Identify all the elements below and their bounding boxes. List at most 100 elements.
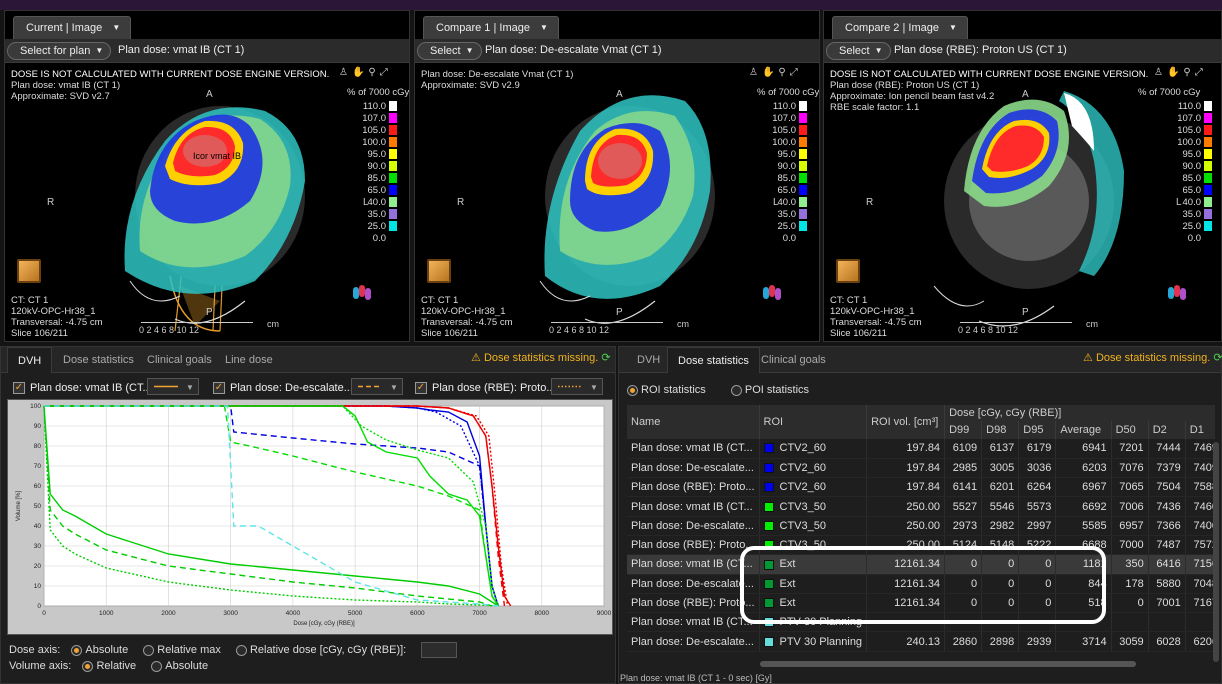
table-row[interactable]: Plan dose: De-escalate... Ext 12161.34 0 0 0 8… bbox=[627, 574, 1215, 594]
view-tools[interactable]: ♙✋⚲⤢ bbox=[1154, 67, 1207, 78]
dvh-curve[interactable] bbox=[43, 405, 499, 607]
horizontal-scrollbar[interactable] bbox=[760, 661, 1136, 667]
line-style-select-1[interactable]: ▼ bbox=[147, 378, 199, 395]
dvh-chart[interactable]: 0 1000 2000 3000 4000 5000 6000 7000 8000 9000 0 10… bbox=[7, 399, 613, 635]
column-header-name[interactable]: Name bbox=[627, 405, 760, 439]
view-tools[interactable]: ♙✋⚲⤢ bbox=[339, 67, 392, 78]
fit-icon[interactable]: ⤢ bbox=[1194, 67, 1207, 78]
table-row[interactable]: Plan dose: De-escalate... CTV3_50 250.00 29… bbox=[627, 516, 1215, 536]
body-icon[interactable]: ♙ bbox=[1154, 67, 1167, 78]
column-header-d50[interactable]: D50 bbox=[1111, 421, 1149, 439]
legend-entry: 95.0 bbox=[359, 148, 397, 160]
zoom-icon[interactable]: ⚲ bbox=[778, 67, 790, 78]
radio-icon[interactable] bbox=[143, 644, 155, 656]
radio-icon[interactable] bbox=[151, 660, 163, 672]
vertical-scrollbar[interactable] bbox=[1213, 442, 1219, 662]
checkbox-checked-icon[interactable]: ✓ bbox=[415, 382, 427, 394]
column-header-d98[interactable]: D98 bbox=[981, 421, 1020, 439]
select-button[interactable]: Select ▼ bbox=[826, 42, 891, 60]
column-header-average[interactable]: Average bbox=[1055, 421, 1112, 439]
zoom-icon[interactable]: ⚲ bbox=[368, 67, 380, 78]
hand-icon[interactable]: ✋ bbox=[761, 67, 779, 78]
dvh-curve[interactable] bbox=[43, 405, 493, 607]
dose-image[interactable]: Icor vmat IB bbox=[5, 71, 410, 342]
table-row[interactable]: Plan dose: vmat IB (CT... CTV2_60 197.84 61… bbox=[627, 439, 1215, 459]
table-row[interactable]: Plan dose: De-escalate... PTV 30 Planning… bbox=[627, 631, 1215, 652]
dvh-curve[interactable] bbox=[44, 405, 499, 607]
dvh-plot[interactable]: 0 1000 2000 3000 4000 5000 6000 7000 8000 9000 0 10… bbox=[8, 400, 612, 634]
radio-selected-icon[interactable] bbox=[71, 644, 83, 656]
tab-line-dose[interactable]: Line dose bbox=[225, 354, 273, 366]
tab-dvh[interactable]: DVH bbox=[637, 354, 661, 366]
viewport-tab-compare-2[interactable]: Compare 2 | Image ▼ bbox=[832, 16, 968, 39]
body-icon[interactable]: ♙ bbox=[339, 67, 352, 78]
column-header-d99[interactable]: D99 bbox=[944, 421, 983, 439]
dvh-curve[interactable] bbox=[43, 405, 499, 607]
dvh-curve[interactable] bbox=[44, 405, 499, 607]
viewport-compare-2[interactable]: Compare 2 | Image ▼ Select ▼ Plan dose (RB… bbox=[823, 10, 1222, 342]
volume-axis-absolute[interactable]: Absolute bbox=[151, 660, 208, 672]
tab-dvh[interactable]: DVH bbox=[7, 347, 53, 373]
refresh-icon[interactable]: ⟳ bbox=[1213, 352, 1222, 364]
select-for-plan-button[interactable]: Select for plan ▼ bbox=[7, 42, 112, 60]
plan-checkbox-1[interactable]: ✓ Plan dose: vmat IB (CT... bbox=[13, 382, 152, 394]
radio-selected-icon[interactable] bbox=[82, 660, 94, 672]
line-style-select-2[interactable]: ▼ bbox=[351, 378, 403, 395]
column-header-d95[interactable]: D95 bbox=[1018, 421, 1057, 439]
radio-icon[interactable] bbox=[730, 384, 742, 396]
dose-axis-relative-max[interactable]: Relative max bbox=[143, 644, 221, 656]
poi-statistics-radio[interactable]: POI statistics bbox=[730, 384, 809, 396]
tab-clinical-goals[interactable]: Clinical goals bbox=[147, 354, 212, 366]
table-row[interactable]: Plan dose: vmat IB (CT... Ext 12161.34 0 0 0 1… bbox=[627, 554, 1215, 575]
tab-dose-statistics[interactable]: Dose statistics bbox=[667, 347, 760, 373]
viewport-compare-1[interactable]: Compare 1 | Image ▼ Select ▼ Plan dose: De… bbox=[414, 10, 820, 342]
volume-axis-relative[interactable]: Relative bbox=[82, 660, 136, 672]
column-header-d2[interactable]: D2 bbox=[1148, 421, 1186, 439]
line-style-select-3[interactable]: ▼ bbox=[551, 378, 603, 395]
chevron-down-icon[interactable]: ▼ bbox=[949, 23, 957, 32]
column-header-roi[interactable]: ROI bbox=[759, 405, 868, 439]
tab-dose-statistics[interactable]: Dose statistics bbox=[63, 354, 134, 366]
checkbox-checked-icon[interactable]: ✓ bbox=[13, 382, 25, 394]
radio-selected-icon[interactable] bbox=[627, 384, 638, 396]
hand-icon[interactable]: ✋ bbox=[1166, 67, 1184, 78]
plan-checkbox-2[interactable]: ✓ Plan dose: De-escalate... bbox=[213, 382, 353, 394]
viewport-tab-current[interactable]: Current | Image ▼ bbox=[13, 16, 132, 39]
table-row[interactable]: Plan dose (RBE): Proto... CTV2_60 197.84 61… bbox=[627, 477, 1215, 498]
tab-clinical-goals[interactable]: Clinical goals bbox=[761, 354, 826, 366]
dvh-curve[interactable] bbox=[44, 405, 509, 607]
table-row[interactable]: Plan dose (RBE): Proto... CTV3_50 250.00 51… bbox=[627, 535, 1215, 556]
hand-icon[interactable]: ✋ bbox=[351, 67, 369, 78]
table-row[interactable]: Plan dose: vmat IB (CT... CTV3_50 250.00 55… bbox=[627, 496, 1215, 517]
view-tools[interactable]: ♙✋⚲⤢ bbox=[749, 67, 802, 78]
legend-swatch bbox=[389, 173, 397, 183]
viewport-tab-compare-1[interactable]: Compare 1 | Image ▼ bbox=[423, 16, 559, 39]
table-row[interactable]: Plan dose (RBE): Proto... Ext 12161.34 0 0 0 5… bbox=[627, 593, 1215, 614]
dose-axis-relative-dose[interactable]: Relative dose [cGy, cGy (RBE)]: bbox=[235, 644, 406, 656]
refresh-icon[interactable]: ⟳ bbox=[601, 352, 611, 364]
cell-roi-vol: 12161.34 bbox=[866, 554, 946, 575]
chevron-down-icon[interactable]: ▼ bbox=[540, 23, 548, 32]
orientation-cube-icon[interactable] bbox=[17, 259, 41, 283]
zoom-icon[interactable]: ⚲ bbox=[1183, 67, 1195, 78]
checkbox-checked-icon[interactable]: ✓ bbox=[213, 382, 225, 394]
viewport-current[interactable]: Current | Image ▼ Select for plan ▼ Plan d… bbox=[4, 10, 410, 342]
plan-checkbox-3[interactable]: ✓ Plan dose (RBE): Proto... bbox=[415, 382, 556, 394]
orientation-cube-icon[interactable] bbox=[427, 259, 451, 283]
roi-statistics-radio[interactable]: ROI statistics bbox=[627, 384, 706, 396]
orientation-cube-icon[interactable] bbox=[836, 259, 860, 283]
table-row[interactable]: Plan dose: De-escalate... CTV2_60 197.84 29… bbox=[627, 458, 1215, 479]
chevron-down-icon[interactable]: ▼ bbox=[112, 23, 121, 32]
relative-dose-input[interactable] bbox=[421, 642, 458, 658]
fit-icon[interactable]: ⤢ bbox=[379, 67, 392, 78]
dose-axis-absolute[interactable]: Absolute bbox=[71, 644, 128, 656]
radio-icon[interactable] bbox=[235, 644, 247, 656]
column-header-d1[interactable]: D1 bbox=[1185, 421, 1215, 439]
fit-icon[interactable]: ⤢ bbox=[789, 67, 802, 78]
select-button[interactable]: Select ▼ bbox=[417, 42, 482, 60]
column-header-roi-vol[interactable]: ROI vol. [cm³] bbox=[866, 405, 946, 439]
dvh-curve[interactable] bbox=[44, 405, 506, 607]
dose-image[interactable] bbox=[415, 71, 820, 342]
body-icon[interactable]: ♙ bbox=[749, 67, 762, 78]
dose-image[interactable] bbox=[824, 71, 1222, 342]
